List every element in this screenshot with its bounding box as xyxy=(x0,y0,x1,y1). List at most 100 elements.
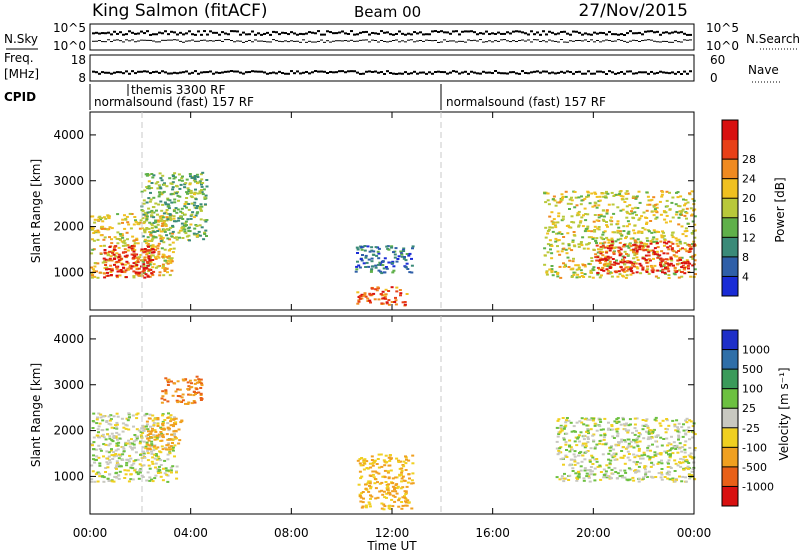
velocity-cell xyxy=(405,458,408,461)
power-cell xyxy=(185,235,189,238)
velocity-cell xyxy=(121,446,125,449)
power-cell xyxy=(102,244,106,247)
velocity-cell xyxy=(642,476,645,479)
power-cell xyxy=(602,220,606,222)
power-cell xyxy=(161,203,165,206)
power-cell xyxy=(176,194,180,197)
velocity-cell xyxy=(373,478,377,480)
nsearch-sample xyxy=(656,41,659,43)
freq-sample xyxy=(284,72,287,75)
nsearch-sample xyxy=(236,40,239,42)
power-cell xyxy=(601,254,605,257)
freq-sample xyxy=(677,71,680,74)
freq-sample xyxy=(392,72,395,75)
velocity-cell xyxy=(638,433,642,436)
velocity-cell xyxy=(573,458,577,461)
power-cell xyxy=(688,244,691,247)
nsearch-sample xyxy=(572,40,575,42)
velocity-cell xyxy=(99,413,103,416)
power-cell xyxy=(363,245,367,247)
power-cell xyxy=(680,275,684,278)
velocity-cell xyxy=(361,464,365,467)
power-cell xyxy=(197,181,200,184)
velocity-cell xyxy=(591,456,595,459)
power-cell xyxy=(596,227,600,230)
power-cell xyxy=(545,273,549,276)
velocity-cell xyxy=(649,465,653,468)
velocity-cell xyxy=(177,428,181,431)
freq-sample xyxy=(563,71,566,74)
nsky-sample xyxy=(665,31,668,34)
velocity-cell xyxy=(171,394,175,397)
velocity-cell xyxy=(562,477,566,480)
velocity-cell xyxy=(649,429,653,432)
velocity-cell xyxy=(108,461,112,464)
power-cell xyxy=(125,254,129,257)
freq-sample xyxy=(671,71,674,74)
velocity-cell xyxy=(411,462,415,465)
freq-sample xyxy=(398,72,401,75)
power-cell xyxy=(551,274,555,277)
velocity-cell xyxy=(564,443,568,446)
nsearch-sample xyxy=(203,39,206,41)
nsky-sample xyxy=(194,33,197,36)
power-cell xyxy=(116,213,120,216)
power-cell xyxy=(103,252,107,255)
velocity-cell xyxy=(595,443,599,446)
velocity-cell xyxy=(99,449,103,452)
power-cell xyxy=(579,269,583,272)
power-cell xyxy=(616,206,620,209)
power-cell xyxy=(647,272,651,275)
power-cell xyxy=(627,223,631,226)
velocity-cell xyxy=(137,429,141,432)
nsearch-sample xyxy=(377,41,380,43)
freq-label-2: [MHz] xyxy=(4,67,39,81)
velocity-cell xyxy=(104,443,108,446)
power-cell xyxy=(160,239,164,241)
freq-sample xyxy=(278,70,281,73)
power-cell xyxy=(559,276,563,279)
power-cell xyxy=(112,248,116,251)
nsky-sample xyxy=(296,33,299,36)
nsearch-sample xyxy=(467,39,470,41)
power-cell xyxy=(652,204,656,207)
power-cell xyxy=(642,246,645,249)
power-cell xyxy=(194,188,197,191)
velocity-cell xyxy=(161,479,165,482)
velocity-cell xyxy=(139,440,142,443)
velocity-cell xyxy=(121,459,125,461)
velocity-cell xyxy=(169,424,173,427)
velocity-cell xyxy=(163,398,167,401)
velocity-cell xyxy=(671,477,675,480)
power-cell xyxy=(632,248,636,251)
power-cell xyxy=(178,236,181,239)
velocity-cell xyxy=(673,459,677,462)
nsearch-sample xyxy=(404,41,407,43)
power-cell xyxy=(557,232,561,235)
velocity-cell xyxy=(654,476,658,478)
velocity-cell xyxy=(665,473,669,476)
freq-sample xyxy=(143,70,146,73)
velocity-cell xyxy=(171,448,174,450)
power-cell xyxy=(619,266,623,269)
power-cell xyxy=(689,207,693,210)
power-cell xyxy=(677,276,681,279)
power-cell xyxy=(110,242,114,245)
velocity-cell xyxy=(150,429,154,432)
power-cell xyxy=(688,192,691,195)
nsearch-sample xyxy=(128,40,131,42)
nsky-sample xyxy=(662,31,665,34)
freq-sample xyxy=(116,71,119,74)
velocity-cell xyxy=(655,445,659,448)
velocity-cell xyxy=(193,379,197,382)
nsky-sample xyxy=(557,32,560,35)
power-cell xyxy=(687,251,691,253)
power-cell xyxy=(626,232,630,235)
power-cell xyxy=(679,242,683,245)
nsearch-sample xyxy=(542,40,545,42)
power-cell xyxy=(653,208,657,211)
power-cell xyxy=(164,203,168,206)
power-cell xyxy=(568,198,572,201)
velocity-cell xyxy=(121,430,125,433)
velocity-cell xyxy=(172,416,176,419)
